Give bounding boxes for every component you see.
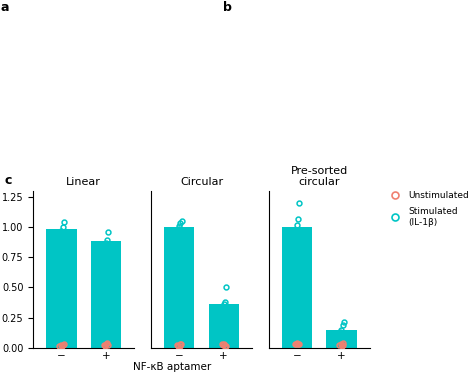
Bar bbox=[46, 229, 77, 348]
Title: Linear: Linear bbox=[66, 177, 101, 187]
Text: a: a bbox=[0, 1, 9, 13]
Bar bbox=[164, 227, 194, 348]
Bar bbox=[91, 242, 121, 348]
Bar bbox=[209, 304, 239, 348]
Bar bbox=[326, 330, 356, 348]
Text: c: c bbox=[5, 174, 12, 187]
Text: NF-κB aptamer: NF-κB aptamer bbox=[133, 362, 212, 372]
Bar bbox=[282, 227, 312, 348]
Title: Pre-sorted
circular: Pre-sorted circular bbox=[291, 166, 348, 187]
Text: b: b bbox=[223, 1, 232, 13]
Legend: Unstimulated, Stimulated
(IL-1β): Unstimulated, Stimulated (IL-1β) bbox=[383, 187, 473, 230]
Title: Circular: Circular bbox=[180, 177, 223, 187]
